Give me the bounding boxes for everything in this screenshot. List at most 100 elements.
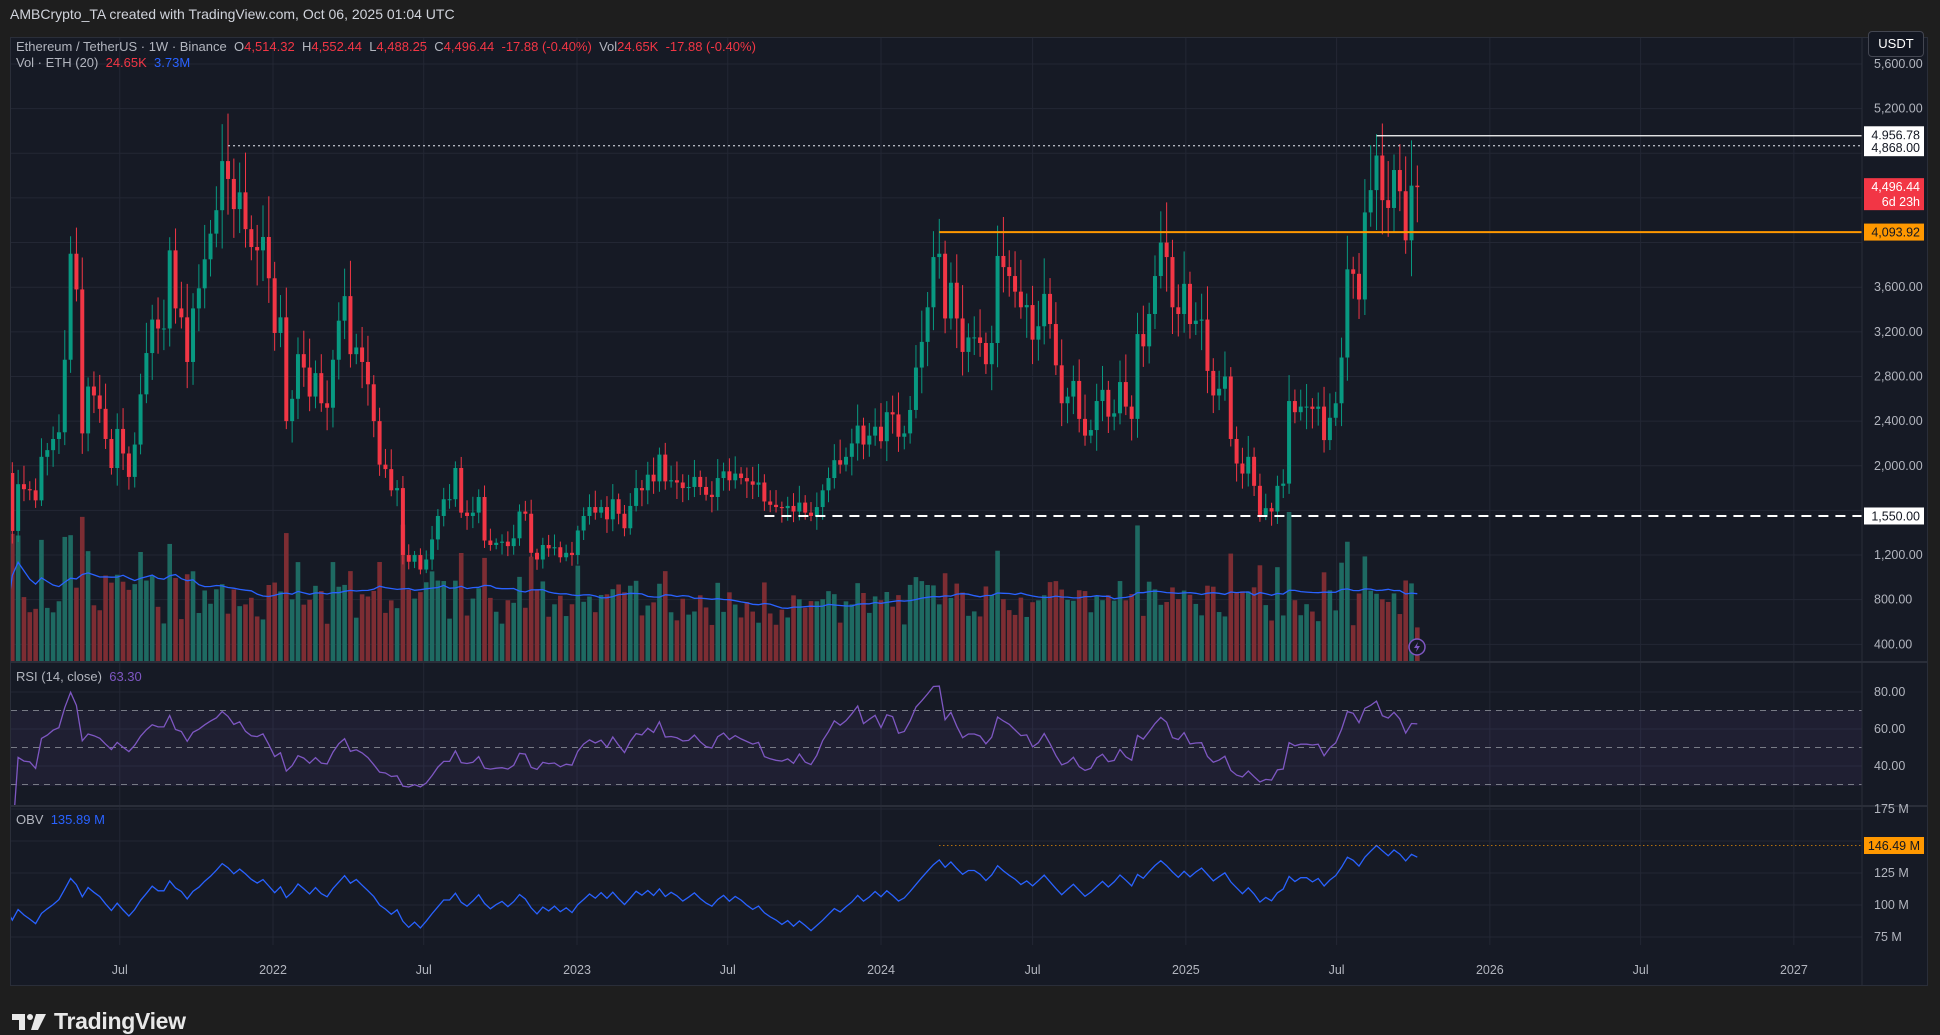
volume-bar bbox=[901, 624, 907, 662]
volume-bar bbox=[977, 616, 983, 662]
volume-legend[interactable]: Vol · ETH (20) 24.65K 3.73M bbox=[16, 55, 190, 70]
candle-body bbox=[972, 337, 977, 339]
volume-bar bbox=[919, 581, 925, 662]
rsi-indicator-name[interactable]: RSI (14, close) bbox=[16, 669, 102, 684]
candle-body bbox=[389, 469, 394, 491]
volume-bar bbox=[523, 607, 528, 662]
volume-bar bbox=[1152, 589, 1158, 662]
volume-bar bbox=[762, 582, 767, 662]
obv-indicator-name[interactable]: OBV bbox=[16, 812, 44, 827]
rsi-legend[interactable]: RSI (14, close) 63.30 bbox=[16, 669, 142, 684]
volume-bar bbox=[843, 601, 849, 662]
candle-body bbox=[1316, 406, 1321, 409]
volume-bar bbox=[470, 598, 476, 662]
volume-bar bbox=[552, 604, 557, 662]
volume-bar bbox=[1356, 593, 1362, 662]
volume-bar bbox=[1036, 600, 1041, 662]
volume-bar bbox=[482, 557, 487, 662]
candle-body bbox=[651, 474, 656, 482]
candle-body bbox=[400, 488, 405, 556]
volume-indicator-name[interactable]: Vol · ETH (20) bbox=[16, 55, 99, 70]
candle-body bbox=[604, 507, 609, 520]
candle-body bbox=[307, 367, 312, 397]
volume-bar bbox=[715, 582, 721, 662]
volume-bar bbox=[243, 604, 248, 662]
alert-icon[interactable] bbox=[1408, 638, 1426, 656]
volume-bar bbox=[598, 595, 604, 662]
candle-body bbox=[902, 433, 907, 437]
obv-legend[interactable]: OBV 135.89 M bbox=[16, 812, 105, 827]
candle-body bbox=[1415, 185, 1420, 188]
candle-body bbox=[715, 478, 720, 498]
grid-lines bbox=[11, 38, 1862, 945]
candle-body bbox=[890, 412, 895, 415]
price-axis-label: 2,000.00 bbox=[1874, 459, 1923, 473]
time-axis-label: 2023 bbox=[563, 963, 591, 977]
candle-body bbox=[943, 253, 948, 319]
obv-value: 135.89 M bbox=[50, 812, 105, 827]
price-axis-label: 800.00 bbox=[1874, 593, 1912, 607]
candle-body bbox=[610, 499, 615, 520]
volume-bar bbox=[1117, 581, 1123, 662]
volume-bar bbox=[1106, 595, 1111, 662]
tradingview-logo[interactable]: TradingView bbox=[12, 1008, 186, 1035]
volume-bar bbox=[639, 615, 645, 662]
price-axis-label: 5,600.00 bbox=[1874, 57, 1923, 71]
candle-body bbox=[884, 412, 889, 442]
volume-bar bbox=[1006, 610, 1012, 662]
candle-body bbox=[214, 210, 219, 234]
volume-bar bbox=[149, 575, 155, 662]
candle-body bbox=[342, 296, 347, 321]
volume-bar bbox=[120, 581, 126, 662]
volume-bar bbox=[50, 612, 56, 662]
candle-body bbox=[115, 428, 120, 468]
volume-bar bbox=[861, 592, 866, 662]
volume-bar bbox=[1251, 587, 1257, 662]
volume-bar bbox=[126, 589, 132, 662]
volume-bar bbox=[931, 585, 936, 662]
volume-bar bbox=[692, 611, 697, 662]
symbol-name[interactable]: Ethereum / TetherUS · 1W · Binance bbox=[16, 39, 227, 54]
price-axis-label: 3,200.00 bbox=[1874, 325, 1923, 339]
candle-body bbox=[179, 308, 184, 318]
vol-label: Vol bbox=[599, 39, 618, 54]
candle-body bbox=[272, 278, 277, 333]
candle-body bbox=[634, 488, 639, 506]
candle-body bbox=[744, 478, 749, 482]
low-value: 4,488.25 bbox=[376, 39, 428, 54]
candle-body bbox=[1269, 508, 1274, 512]
candle-body bbox=[622, 513, 627, 529]
candle-body bbox=[704, 486, 709, 495]
candle-body bbox=[820, 490, 825, 508]
currency-button[interactable]: USDT bbox=[1868, 31, 1924, 57]
volume-bar bbox=[872, 596, 878, 662]
candle-body bbox=[1059, 365, 1064, 404]
volume-bar bbox=[114, 574, 120, 662]
candle-body bbox=[1053, 324, 1058, 366]
candle-body bbox=[698, 476, 703, 487]
volume-bar bbox=[662, 571, 668, 662]
candle-body bbox=[505, 541, 510, 547]
volume-bar bbox=[907, 584, 913, 662]
candle-body bbox=[791, 505, 796, 512]
volume-bar bbox=[884, 592, 890, 662]
volume-bar bbox=[488, 597, 493, 662]
candle-body bbox=[365, 361, 370, 385]
rsi-pane bbox=[14, 685, 1418, 805]
volume-bar bbox=[365, 596, 371, 662]
volume-bar bbox=[231, 589, 237, 662]
time-axis-label: Jul bbox=[720, 963, 736, 977]
low-label: L bbox=[369, 39, 377, 54]
axes: 5,600.00 5,200.00 3,600.00 3,200.00 2,800.00… bbox=[112, 57, 1923, 977]
volume-bar bbox=[686, 614, 691, 662]
candle-body bbox=[447, 499, 452, 501]
rsi-axis-label: 80.00 bbox=[1874, 685, 1905, 699]
volume-bar bbox=[913, 577, 919, 662]
candle-body bbox=[832, 460, 837, 479]
symbol-legend[interactable]: Ethereum / TetherUS · 1W · Binance O4,51… bbox=[16, 39, 756, 54]
candle-body bbox=[453, 467, 458, 500]
candle-body bbox=[1112, 413, 1117, 417]
candle-body bbox=[540, 544, 545, 560]
